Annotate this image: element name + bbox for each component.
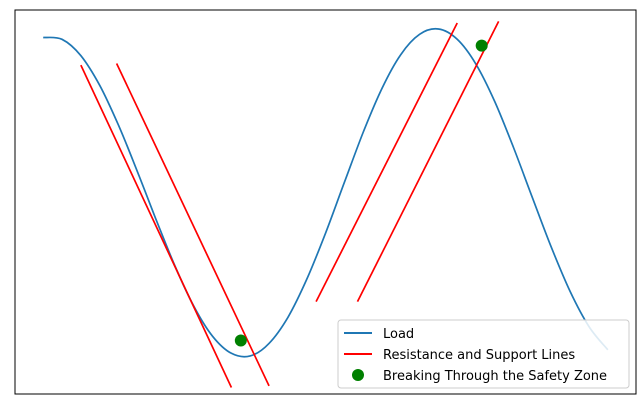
resistance-support-line-4 [356, 20, 500, 303]
legend: Load Resistance and Support Lines Breaki… [337, 319, 630, 389]
resistance-support-line-2 [115, 63, 270, 387]
resistance-support-line-3 [315, 22, 458, 303]
legend-label-load: Load [383, 327, 414, 342]
legend-label-breaking-through: Breaking Through the Safety Zone [383, 369, 607, 384]
legend-label-resistance-support: Resistance and Support Lines [383, 348, 575, 363]
breakthrough-point-2 [475, 39, 488, 52]
plot-area [43, 20, 609, 388]
series-line-load [43, 27, 609, 358]
breakthrough-point-1 [234, 334, 247, 347]
legend-box [337, 319, 630, 389]
resistance-support-line-1 [80, 64, 233, 388]
legend-swatch-breaking-through [352, 369, 364, 381]
